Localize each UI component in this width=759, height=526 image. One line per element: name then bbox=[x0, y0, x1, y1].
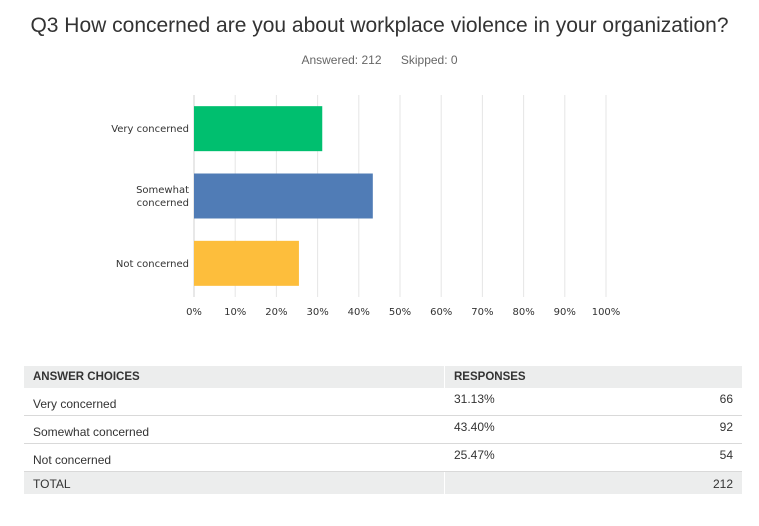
responses-table: ANSWER CHOICES RESPONSES Very concerned … bbox=[24, 366, 742, 494]
question-title: Q3 How concerned are you about workplace… bbox=[30, 14, 729, 37]
row-choice: Somewhat concerned bbox=[33, 425, 150, 439]
category-label: Very concerned bbox=[111, 124, 189, 135]
answered-count: Answered: 212 bbox=[301, 53, 382, 67]
category-label: concerned bbox=[137, 198, 189, 209]
x-tick-label: 40% bbox=[348, 307, 370, 318]
row-percent: 31.13% bbox=[454, 392, 495, 406]
skipped-count: Skipped: 0 bbox=[400, 53, 458, 67]
row-percent: 43.40% bbox=[454, 420, 495, 434]
x-tick-label: 90% bbox=[554, 307, 576, 318]
table-row: Not concerned 25.47% 54 bbox=[24, 444, 742, 472]
bar-not-concerned bbox=[194, 240, 299, 286]
table-row: Very concerned 31.13% 66 bbox=[24, 388, 742, 416]
answer-choices-header: ANSWER CHOICES bbox=[33, 371, 140, 383]
table-header: ANSWER CHOICES RESPONSES bbox=[24, 366, 742, 388]
x-tick-label: 60% bbox=[430, 307, 452, 318]
response-summary: Answered: 212 Skipped: 0 bbox=[0, 53, 759, 67]
table-row: Somewhat concerned 43.40% 92 bbox=[24, 416, 742, 444]
x-tick-label: 20% bbox=[265, 307, 287, 318]
category-label: Not concerned bbox=[116, 259, 189, 270]
row-choice: Not concerned bbox=[33, 453, 112, 467]
x-tick-label: 80% bbox=[512, 307, 534, 318]
x-tick-label: 100% bbox=[592, 307, 621, 318]
column-divider bbox=[444, 472, 445, 494]
row-count: 66 bbox=[719, 392, 733, 406]
responses-header: RESPONSES bbox=[454, 371, 526, 383]
row-choice: Very concerned bbox=[33, 397, 117, 411]
row-count: 54 bbox=[719, 448, 733, 462]
x-tick-label: 50% bbox=[389, 307, 411, 318]
x-tick-label: 30% bbox=[306, 307, 328, 318]
row-count: 92 bbox=[719, 420, 733, 434]
bar-very-concerned bbox=[194, 106, 323, 152]
total-label: TOTAL bbox=[33, 477, 71, 491]
bar-chart: 0% 10% 20% 30% 40% 50% 60% 70% 80% 90% 100% Very co… bbox=[111, 95, 621, 318]
row-percent: 25.47% bbox=[454, 448, 495, 462]
table-total-row: TOTAL 212 bbox=[24, 472, 742, 494]
bar-somewhat-concerned bbox=[194, 173, 373, 219]
column-divider bbox=[444, 366, 445, 388]
category-label: Somewhat bbox=[136, 185, 189, 196]
x-tick-label: 10% bbox=[224, 307, 246, 318]
total-count: 212 bbox=[712, 477, 733, 491]
x-tick-label: 0% bbox=[186, 307, 202, 318]
x-tick-label: 70% bbox=[471, 307, 493, 318]
